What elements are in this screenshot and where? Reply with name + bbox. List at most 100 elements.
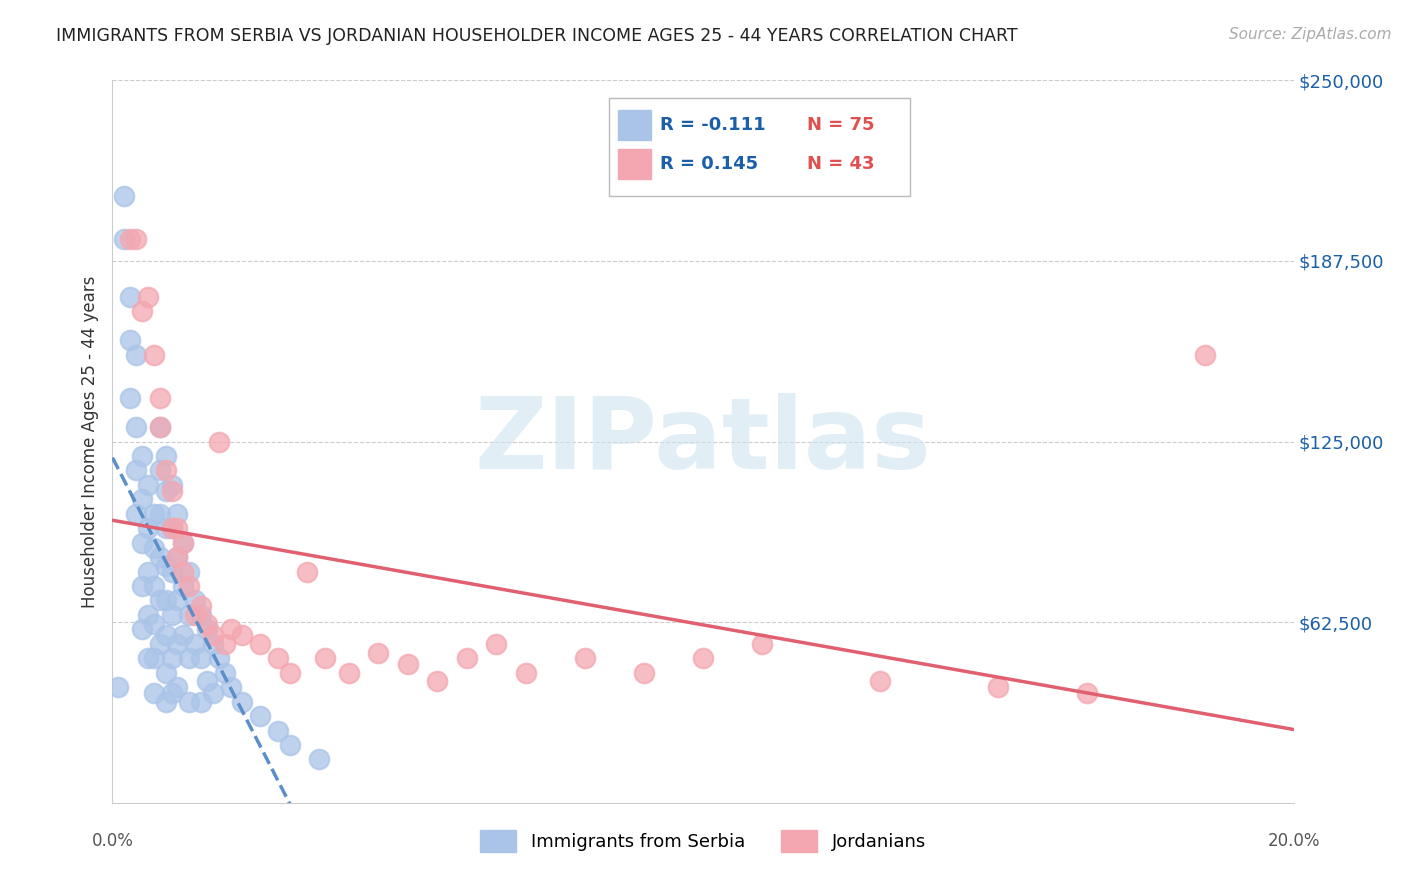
Point [337,665,360,680]
Point [219,623,242,637]
Point [195,616,218,631]
Point [184,607,207,622]
Point [149,507,172,521]
Point [149,463,172,477]
Point [155,628,177,642]
Point [184,637,207,651]
Point [131,492,153,507]
Point [179,651,201,665]
Point [190,599,212,614]
Point [297,565,319,579]
Point [142,348,165,362]
Point [155,593,177,607]
Point [172,535,194,549]
Point [179,607,201,622]
Point [485,637,508,651]
Point [201,637,224,651]
Point [149,550,172,565]
Point [142,541,165,556]
Point [1076,686,1098,700]
Point [172,628,194,642]
Point [131,623,153,637]
Point [160,478,183,492]
Point [112,189,135,203]
Point [160,521,183,535]
Point [149,391,172,405]
Point [160,607,183,622]
Text: IMMIGRANTS FROM SERBIA VS JORDANIAN HOUSEHOLDER INCOME AGES 25 - 44 YEARS CORREL: IMMIGRANTS FROM SERBIA VS JORDANIAN HOUS… [56,27,1018,45]
Point [160,686,183,700]
Point [751,637,773,651]
Text: N = 43: N = 43 [807,155,875,173]
Text: ZIPatlas: ZIPatlas [475,393,931,490]
Point [107,680,129,694]
Text: N = 75: N = 75 [807,116,875,134]
Text: 20.0%: 20.0% [1267,831,1320,850]
Point [142,507,165,521]
Point [155,665,177,680]
Point [149,637,172,651]
Point [190,607,212,622]
Point [166,680,188,694]
Point [112,232,135,246]
Point [131,304,153,318]
Point [515,665,537,680]
Point [208,651,231,665]
Point [231,695,253,709]
Point [869,674,891,689]
Point [125,420,148,434]
Point [633,665,655,680]
Bar [619,110,651,140]
Point [136,290,159,304]
Point [396,657,419,671]
Point [136,651,159,665]
Point [692,651,714,665]
Point [166,550,188,565]
Point [125,232,148,246]
Point [160,483,183,498]
Point [179,579,201,593]
Point [131,535,153,549]
Point [155,449,177,463]
Point [136,521,159,535]
Point [308,752,330,766]
Point [120,334,142,348]
Point [201,628,224,642]
Point [195,674,218,689]
Point [184,593,207,607]
Point [136,478,159,492]
Point [155,695,177,709]
Point [131,579,153,593]
Point [201,686,224,700]
Text: R = 0.145: R = 0.145 [661,155,759,173]
Text: R = -0.111: R = -0.111 [661,116,766,134]
Point [155,558,177,573]
Point [214,637,236,651]
Point [267,723,290,738]
Point [219,680,242,694]
Point [160,565,183,579]
Point [131,449,153,463]
Point [136,565,159,579]
Bar [619,149,651,179]
Point [987,680,1010,694]
Point [426,674,449,689]
Point [172,535,194,549]
Point [214,665,236,680]
Point [574,651,596,665]
Text: 0.0%: 0.0% [91,831,134,850]
Point [172,565,194,579]
Point [136,607,159,622]
Point [166,550,188,565]
Point [367,646,389,660]
Point [166,521,188,535]
Legend: Immigrants from Serbia, Jordanians: Immigrants from Serbia, Jordanians [472,822,934,859]
Point [208,434,231,449]
Point [155,521,177,535]
Point [125,463,148,477]
Point [179,695,201,709]
Point [155,483,177,498]
Point [142,686,165,700]
Point [249,637,271,651]
Y-axis label: Householder Income Ages 25 - 44 years: Householder Income Ages 25 - 44 years [80,276,98,607]
